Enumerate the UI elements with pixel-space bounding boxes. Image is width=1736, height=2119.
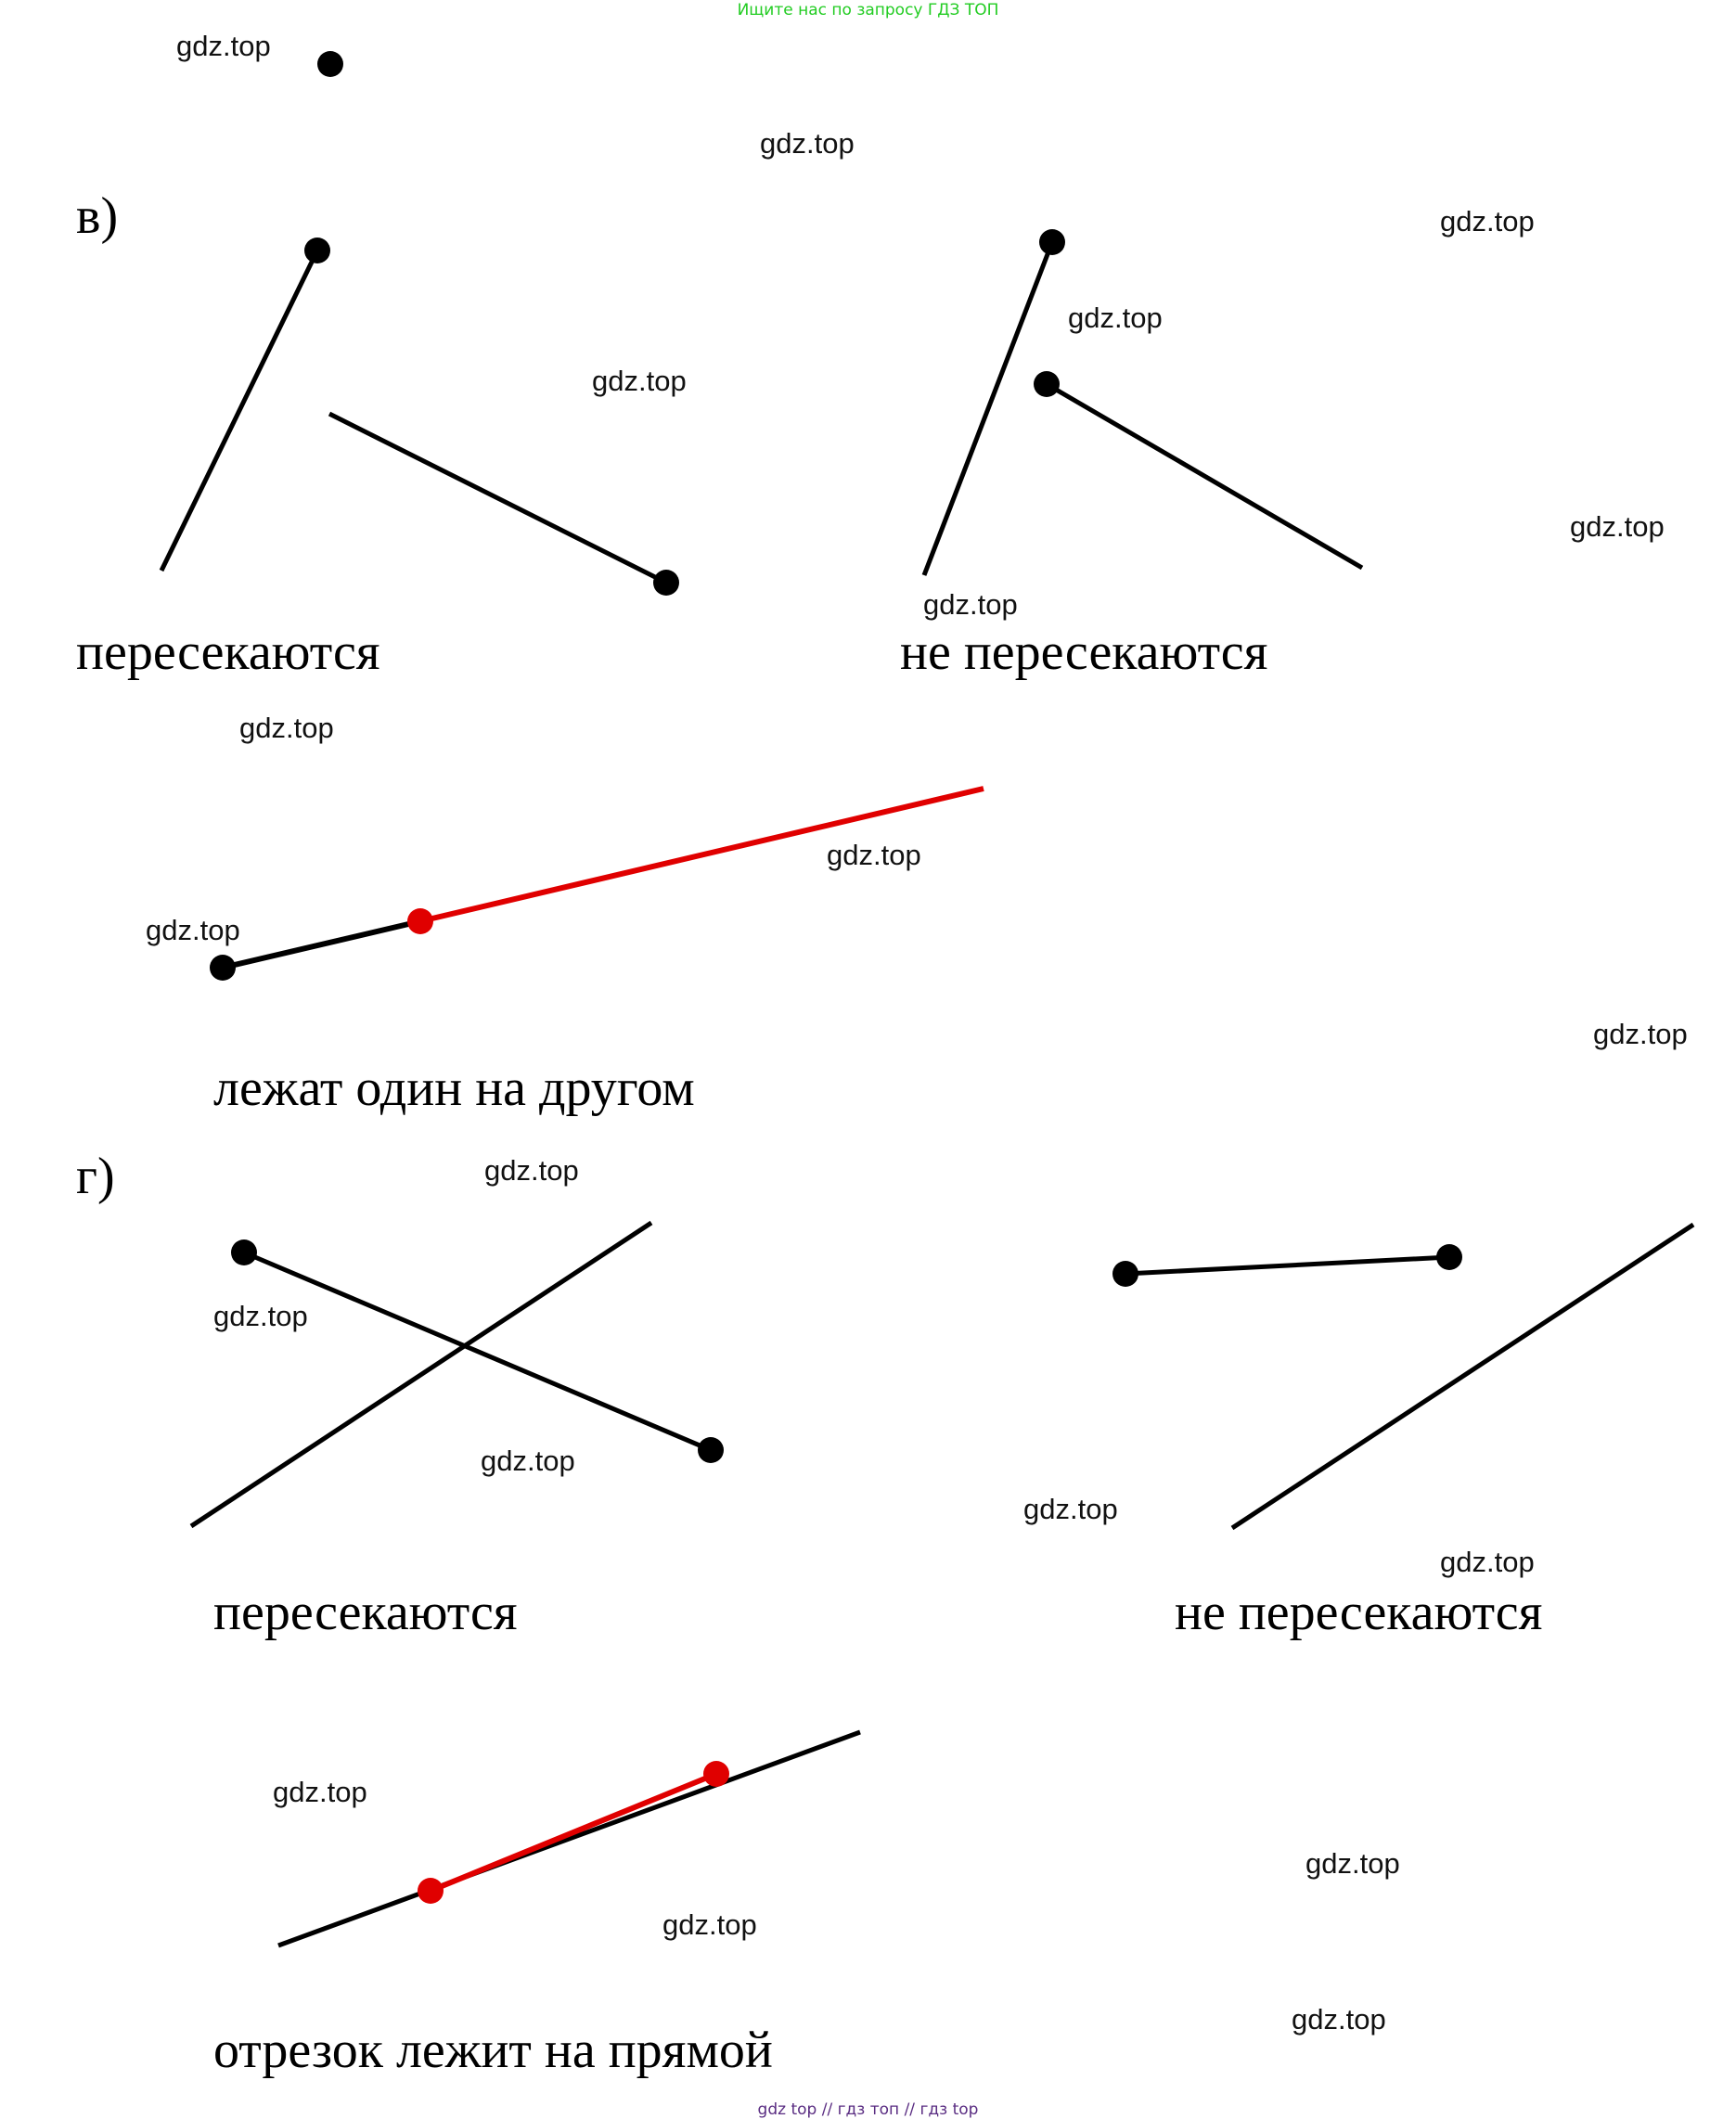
watermark: gdz.top <box>662 1908 757 1941</box>
point <box>1034 371 1060 397</box>
watermark: gdz.top <box>146 914 240 946</box>
footer-separator: // <box>904 2100 916 2119</box>
caption-intersect: пересекаются <box>213 1584 518 1641</box>
footer-links: gdz top // гдз топ // гдз top <box>0 2100 1736 2119</box>
watermark: gdz.top <box>1292 2003 1386 2036</box>
watermark: gdz.top <box>176 30 271 62</box>
point-highlight <box>703 1761 729 1787</box>
watermark: gdz.top <box>481 1445 575 1477</box>
segment <box>1045 381 1364 571</box>
watermark: gdz.top <box>827 839 921 871</box>
segment-highlight <box>429 1771 718 1894</box>
line <box>277 1729 861 1948</box>
caption-not-intersect: не пересекаются <box>1175 1584 1543 1641</box>
footer-link[interactable]: гдз top <box>919 2100 979 2119</box>
footer-link[interactable]: gdz top <box>757 2100 817 2119</box>
watermark: gdz.top <box>1068 302 1163 334</box>
footer-separator: // <box>821 2100 833 2119</box>
point <box>231 1239 257 1265</box>
watermark: gdz.top <box>592 365 687 397</box>
caption-not-intersect: не пересекаются <box>900 623 1268 681</box>
segment-highlight <box>419 786 984 924</box>
caption-intersect: пересекаются <box>76 623 380 681</box>
point <box>304 238 330 263</box>
watermark: gdz.top <box>1305 1847 1400 1880</box>
watermark: gdz.top <box>760 127 855 160</box>
segment <box>222 918 421 970</box>
point <box>317 51 343 77</box>
caption-on-line: отрезок лежит на прямой <box>213 2022 773 2079</box>
watermark: gdz.top <box>923 588 1018 621</box>
point <box>1112 1261 1138 1287</box>
watermark: gdz.top <box>1440 205 1535 238</box>
point <box>698 1437 724 1463</box>
segment <box>159 249 320 572</box>
watermark: gdz.top <box>1593 1018 1688 1050</box>
line <box>189 1220 653 1529</box>
watermark: gdz.top <box>239 712 334 744</box>
point <box>1039 229 1065 255</box>
header-promo-text[interactable]: Ищите нас по запросу ГДЗ ТОП <box>737 1 999 19</box>
watermark: gdz.top <box>1440 1546 1535 1578</box>
point-highlight <box>407 908 433 934</box>
segment <box>243 1250 712 1453</box>
watermark: gdz.top <box>484 1154 579 1187</box>
watermark: gdz.top <box>213 1300 308 1332</box>
watermark: gdz.top <box>1570 510 1665 543</box>
segment <box>328 411 668 585</box>
section-label-v: в) <box>76 187 119 245</box>
section-label-g: г) <box>76 1148 115 1205</box>
point <box>653 570 679 596</box>
caption-overlap: лежат один на другом <box>213 1060 695 1117</box>
point-highlight <box>418 1878 444 1904</box>
watermark: gdz.top <box>1023 1493 1118 1525</box>
line <box>1230 1222 1695 1531</box>
segment <box>1125 1254 1450 1277</box>
segment <box>921 241 1055 576</box>
footer-link[interactable]: гдз топ <box>837 2100 900 2119</box>
watermark: gdz.top <box>273 1776 367 1808</box>
point <box>210 955 236 981</box>
point <box>1436 1244 1462 1270</box>
